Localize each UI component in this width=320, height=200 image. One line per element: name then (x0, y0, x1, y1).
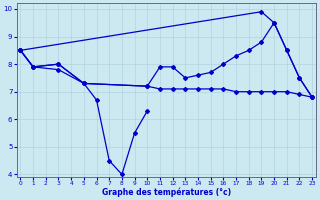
X-axis label: Graphe des températures (°c): Graphe des températures (°c) (102, 187, 231, 197)
